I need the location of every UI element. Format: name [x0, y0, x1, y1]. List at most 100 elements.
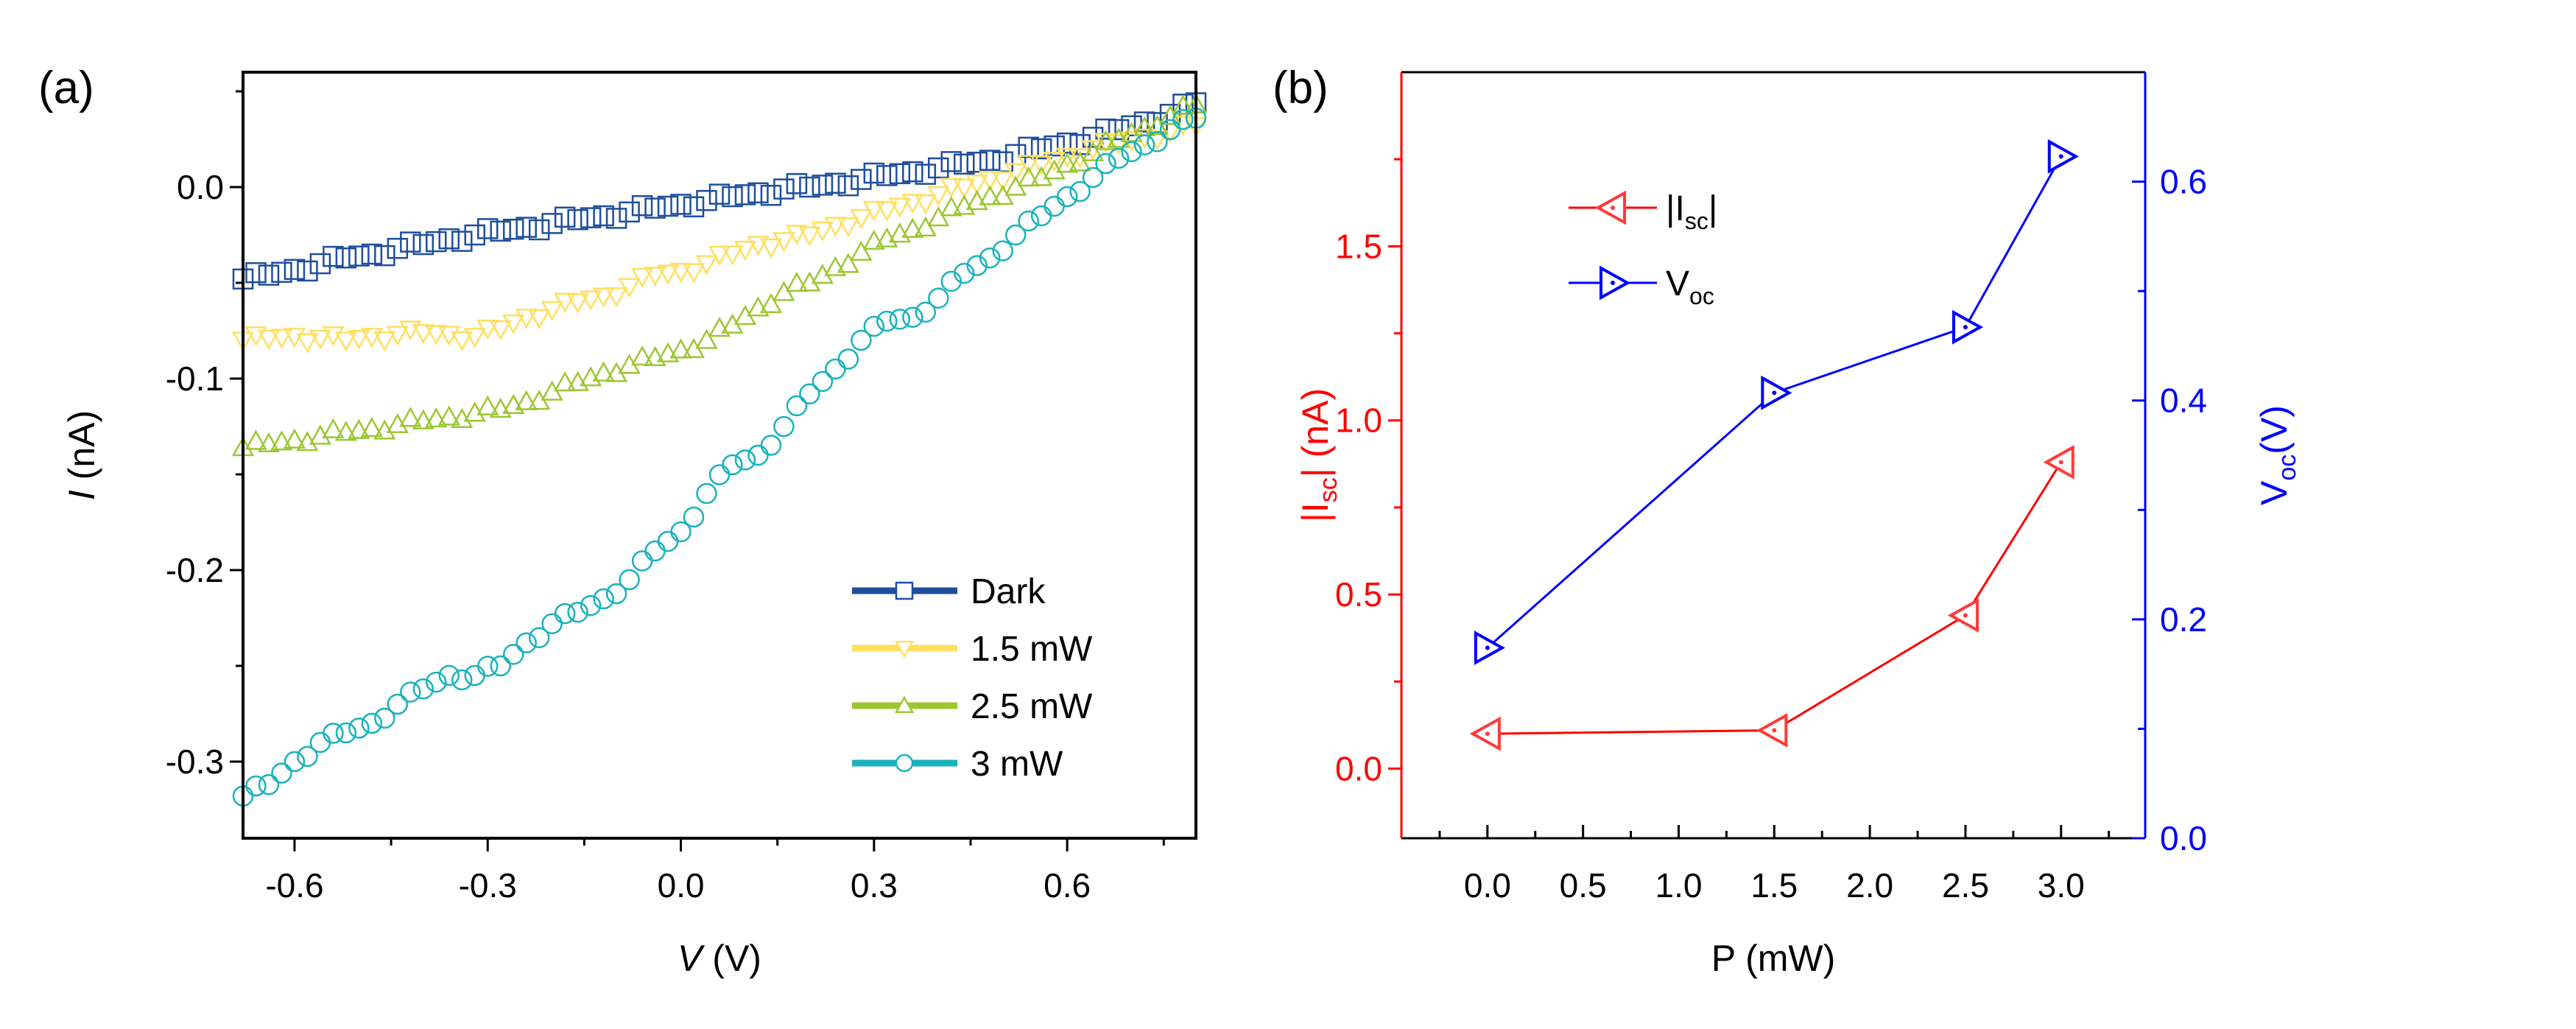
data-point-interp [1044, 135, 1065, 157]
plot-frame [242, 71, 1197, 840]
legend-label: 3 mW [971, 745, 1063, 784]
data-point [1108, 147, 1130, 169]
data-point-interp [605, 287, 628, 308]
data-point [361, 712, 383, 734]
data-point-interp [1043, 151, 1066, 172]
legend-label-main: V [1666, 264, 1689, 303]
data-point-interp [245, 775, 267, 797]
data-point [1159, 119, 1181, 141]
data-point-interp [631, 194, 653, 217]
data-point-center-dot [2058, 154, 2063, 159]
data-point-interp [656, 264, 680, 285]
data-point [541, 213, 563, 234]
data-point [953, 262, 975, 284]
data-point [592, 287, 615, 308]
data-point [644, 197, 666, 219]
data-point [257, 432, 281, 453]
panel-b-isc-voc-vs-power: (b) 0.0 0.5 1.0 1.5 2.0 2.5 3.0 0.0 0.5 1.0 1.5 0.0 0… [1273, 63, 2301, 979]
data-point-interp [786, 395, 808, 417]
data-point [360, 417, 383, 438]
data-point [747, 296, 770, 317]
data-point [953, 153, 975, 175]
y-left-tick-label: 0.5 [1335, 575, 1382, 614]
legend-label-sub: sc [1685, 208, 1708, 234]
data-point [773, 178, 795, 200]
data-point [747, 444, 769, 466]
data-point [334, 421, 358, 441]
data-point [387, 693, 409, 715]
y-tick-label: 0.0 [177, 168, 224, 206]
data-point [309, 253, 331, 275]
data-point-interp [528, 309, 551, 330]
data-point-interp [759, 238, 783, 259]
data-point [824, 256, 847, 276]
data-point [928, 287, 949, 309]
data-point-interp [837, 217, 859, 238]
data-point [464, 664, 486, 686]
data-point-interp [323, 245, 344, 267]
data-point [386, 326, 409, 346]
y-axis-label-symbol: I [61, 490, 102, 500]
data-point-interp [1172, 94, 1194, 115]
data-point [669, 338, 692, 359]
x-tick-label: 2.0 [1846, 866, 1893, 905]
data-point [953, 178, 976, 199]
legend-item: |Isc| [1569, 189, 1717, 234]
panel-label: (a) [38, 63, 94, 113]
data-point [334, 331, 358, 352]
data-point [335, 722, 357, 744]
data-point-interp [862, 229, 885, 250]
data-point-interp [812, 175, 834, 196]
data-point-interp [580, 207, 602, 228]
y-left-tick-label: 1.5 [1335, 227, 1382, 265]
data-point-interp [940, 196, 963, 217]
data-point-interp [554, 371, 577, 392]
series-isc [1469, 445, 2074, 751]
legend-marker [895, 754, 914, 773]
data-point [953, 194, 976, 215]
data-point-interp [528, 219, 550, 241]
data-point [979, 170, 1002, 192]
legend-label: Voc [1666, 264, 1714, 309]
data-point [695, 255, 718, 275]
data-point-interp [863, 315, 885, 337]
data-point [979, 150, 1001, 171]
data-point-interp [863, 162, 885, 184]
data-point-interp [270, 329, 293, 349]
data-point [515, 217, 537, 238]
data-point-interp [502, 393, 525, 415]
y-left-tick-label: 0.0 [1335, 749, 1382, 787]
data-point-interp [271, 762, 292, 784]
data-point [463, 328, 486, 348]
data-point [850, 240, 873, 261]
y-tick-label: -0.1 [166, 359, 224, 398]
data-point [593, 205, 614, 227]
data-point [979, 247, 1001, 269]
data-point-interp [1172, 108, 1194, 130]
data-point-interp [399, 407, 422, 427]
data-point [670, 194, 691, 215]
data-point-interp [889, 309, 911, 330]
legend-item: 3 mW [852, 745, 1063, 784]
y-right-tick-label: 0.2 [2160, 600, 2207, 639]
data-point-interp [348, 245, 370, 267]
data-point-interp [400, 231, 421, 253]
data-point-interp [502, 644, 524, 665]
data-point [541, 301, 563, 321]
legend-marker [894, 640, 915, 659]
panel-label: (b) [1273, 63, 1329, 113]
data-point-interp [502, 314, 525, 335]
x-tick-label: 0.0 [658, 866, 705, 905]
data-point [644, 266, 666, 287]
data-point [901, 194, 924, 214]
data-point-interp [966, 255, 988, 276]
data-point [541, 613, 563, 635]
data-point [257, 329, 281, 350]
data-point-center-dot [1772, 390, 1777, 396]
data-point-interp [631, 550, 653, 572]
data-point-interp [605, 208, 627, 229]
data-point-interp [683, 196, 705, 218]
data-point [901, 217, 924, 238]
y-left-axis-label-main: |I [1295, 502, 1336, 522]
x-tick-label: 0.6 [1044, 866, 1091, 905]
